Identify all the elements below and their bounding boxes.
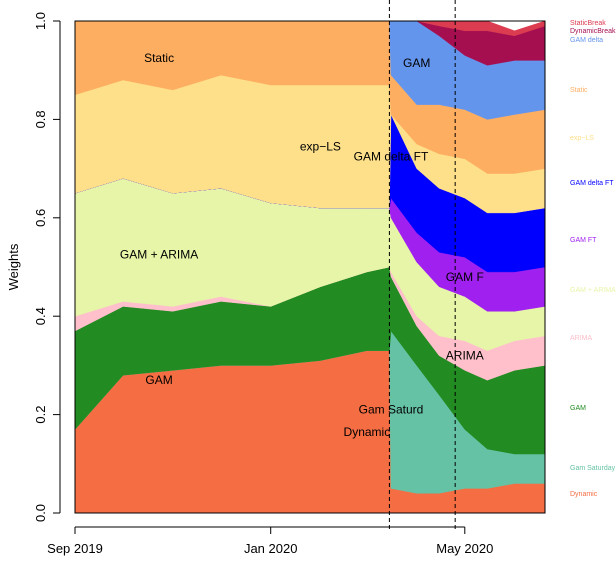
- stacked-areas: [74, 20, 546, 514]
- legend-entry: exp−LS: [570, 135, 594, 142]
- legend-entry: GAM: [570, 405, 586, 412]
- area-labels: Dynamic Gam Saturd GAM ARIMA GAM + ARIMA GAM …: [120, 51, 484, 439]
- legend-entry: Static: [570, 87, 588, 94]
- area-label: GAM F: [446, 270, 484, 284]
- x-axis: Sep 2019 Jan 2020 May 2020: [47, 526, 493, 556]
- x-tick-label: May 2020: [436, 541, 493, 556]
- legend-entry: GAM delta FT: [570, 180, 614, 187]
- legend-entry: Dynamic: [570, 491, 598, 498]
- y-tick-label: 0.0: [33, 504, 48, 522]
- area-label: exp−LS: [300, 140, 341, 154]
- y-axis-title: Weights: [6, 243, 21, 290]
- area-label: GAM: [145, 373, 172, 387]
- area-label: GAM delta FT: [354, 149, 429, 163]
- y-axis: 0.0 0.2 0.4 0.6 0.8 1.0: [33, 12, 61, 522]
- area-label: ARIMA: [446, 349, 484, 363]
- x-tick-label: Jan 2020: [244, 541, 298, 556]
- area-label: Static: [144, 51, 174, 65]
- area-label: Dynamic: [344, 425, 391, 439]
- x-tick-label: Sep 2019: [47, 541, 103, 556]
- y-tick-label: 0.4: [33, 307, 48, 325]
- legend-entry: GAM delta: [570, 37, 603, 44]
- y-tick-label: 0.2: [33, 406, 48, 424]
- plot-frame: [74, 20, 546, 514]
- legend-entry: GAM FT: [570, 237, 597, 244]
- legend-entry: GAM + ARIMA: [570, 287, 616, 294]
- area-label: GAM + ARIMA: [120, 248, 198, 262]
- y-tick-label: 0.8: [33, 110, 48, 128]
- area-label: Gam Saturd: [359, 403, 424, 417]
- y-tick-label: 0.6: [33, 209, 48, 227]
- legend-entry: Gam Saturday: [570, 465, 616, 472]
- vertical-markers: [388, 0, 456, 530]
- y-tick-label: 1.0: [33, 12, 48, 30]
- legend-entry: DynamicBreak: [570, 28, 616, 35]
- area-label: GAM: [403, 56, 430, 70]
- legend-entry: StaticBreak: [570, 20, 606, 27]
- legend-entry: ARIMA: [570, 335, 593, 342]
